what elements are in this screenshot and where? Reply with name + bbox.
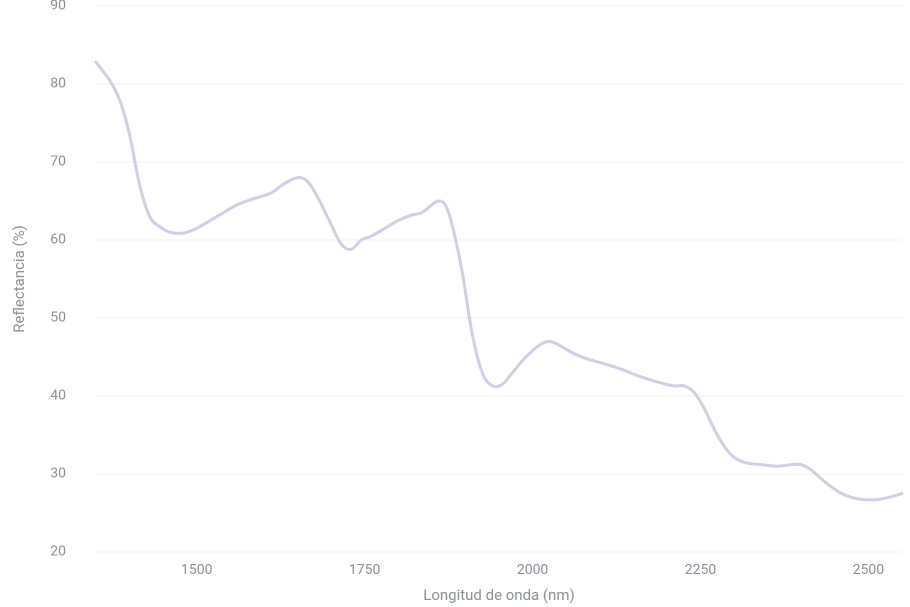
y-tick-label: 60 xyxy=(50,232,66,248)
y-tick-label: 70 xyxy=(50,154,66,170)
x-tick-label: 2250 xyxy=(685,562,717,578)
y-axis-title: Reflectancia (%) xyxy=(10,225,28,333)
x-tick-label: 2000 xyxy=(517,562,549,578)
series-reflectance xyxy=(96,62,902,500)
reflectance-chart: 20 30 40 50 60 70 80 90 1500 1750 2000 2250 2500 Long… xyxy=(0,0,910,607)
y-tick-label: 80 xyxy=(50,76,66,92)
x-tick-label: 1750 xyxy=(349,562,381,578)
x-axis-title: Longitud de onda (nm) xyxy=(423,586,574,604)
chart-svg: 20 30 40 50 60 70 80 90 1500 1750 2000 2250 2500 Long… xyxy=(0,0,910,607)
y-tick-label: 20 xyxy=(50,544,66,560)
y-tick-label: 90 xyxy=(50,0,66,14)
y-tick-label: 30 xyxy=(50,466,66,482)
y-tick-label: 40 xyxy=(50,388,66,404)
x-tick-label: 1500 xyxy=(181,562,213,578)
x-tick-label: 2500 xyxy=(853,562,885,578)
y-tick-label: 50 xyxy=(50,310,66,326)
